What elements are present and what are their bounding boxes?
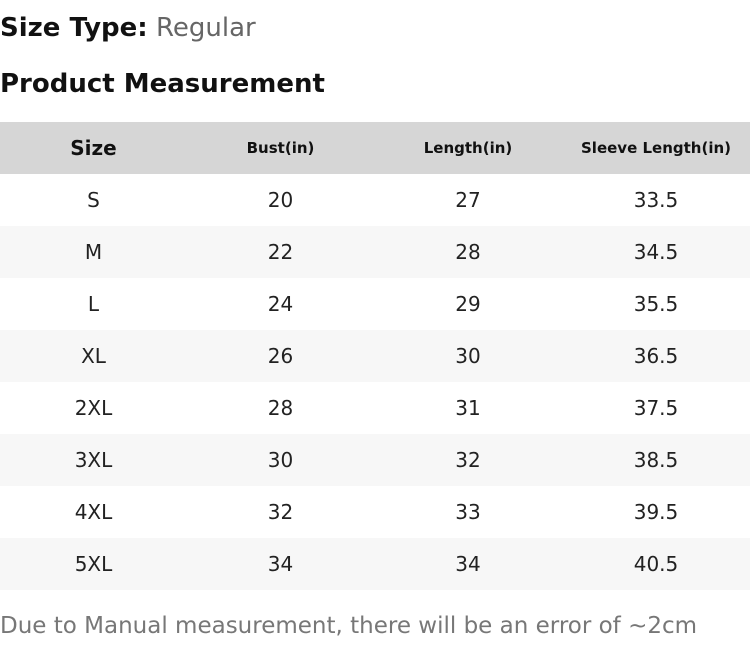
cell-bust: 32: [267, 500, 294, 524]
table-row: 2XL 28 31 37.5: [0, 382, 750, 434]
cell-size: 5XL: [74, 552, 113, 576]
header-size: Size: [70, 136, 117, 160]
cell-bust: 22: [267, 240, 294, 264]
header-bust: Bust(in): [246, 139, 315, 157]
cell-length: 30: [455, 344, 481, 368]
cell-length: 32: [455, 448, 481, 472]
header-sleeve-length: Sleeve Length(in): [581, 139, 731, 157]
cell-bust: 30: [267, 448, 294, 472]
cell-size: L: [87, 292, 100, 316]
size-type-label: Size Type:: [0, 13, 148, 43]
cell-length: 31: [455, 396, 481, 420]
table-header-row: Size Bust(in) Length(in) Sleeve Length(i…: [0, 122, 750, 174]
cell-sleeve-length: 38.5: [633, 448, 679, 472]
measurement-note: Due to Manual measurement, there will be…: [0, 613, 698, 639]
table-row: S 20 27 33.5: [0, 174, 750, 226]
cell-sleeve-length: 40.5: [633, 552, 679, 576]
table-row: L 24 29 35.5: [0, 278, 750, 330]
cell-size: 4XL: [74, 500, 113, 524]
cell-length: 34: [455, 552, 481, 576]
cell-length: 33: [455, 500, 481, 524]
cell-sleeve-length: 39.5: [633, 500, 679, 524]
size-type-value: Regular: [155, 13, 256, 43]
cell-bust: 26: [267, 344, 294, 368]
cell-size: 2XL: [74, 396, 113, 420]
cell-bust: 24: [267, 292, 294, 316]
cell-bust: 20: [267, 188, 294, 212]
table-row: 5XL 34 34 40.5: [0, 538, 750, 590]
cell-size: XL: [81, 344, 106, 368]
section-title: Product Measurement: [0, 69, 325, 99]
size-type-line: Size Type: Regular: [0, 10, 256, 46]
cell-length: 27: [455, 188, 481, 212]
measurement-table: Size Bust(in) Length(in) Sleeve Length(i…: [0, 122, 750, 590]
cell-size: S: [87, 188, 100, 212]
table-row: XL 26 30 36.5: [0, 330, 750, 382]
cell-bust: 34: [267, 552, 294, 576]
table-row: 3XL 30 32 38.5: [0, 434, 750, 486]
header-length: Length(in): [423, 139, 513, 157]
cell-sleeve-length: 37.5: [633, 396, 679, 420]
cell-sleeve-length: 35.5: [633, 292, 679, 316]
table-row: M 22 28 34.5: [0, 226, 750, 278]
table-row: 4XL 32 33 39.5: [0, 486, 750, 538]
cell-length: 29: [455, 292, 481, 316]
cell-bust: 28: [267, 396, 294, 420]
cell-size: 3XL: [74, 448, 113, 472]
cell-sleeve-length: 36.5: [633, 344, 679, 368]
cell-size: M: [84, 240, 103, 264]
cell-sleeve-length: 34.5: [633, 240, 679, 264]
cell-sleeve-length: 33.5: [633, 188, 679, 212]
cell-length: 28: [455, 240, 481, 264]
